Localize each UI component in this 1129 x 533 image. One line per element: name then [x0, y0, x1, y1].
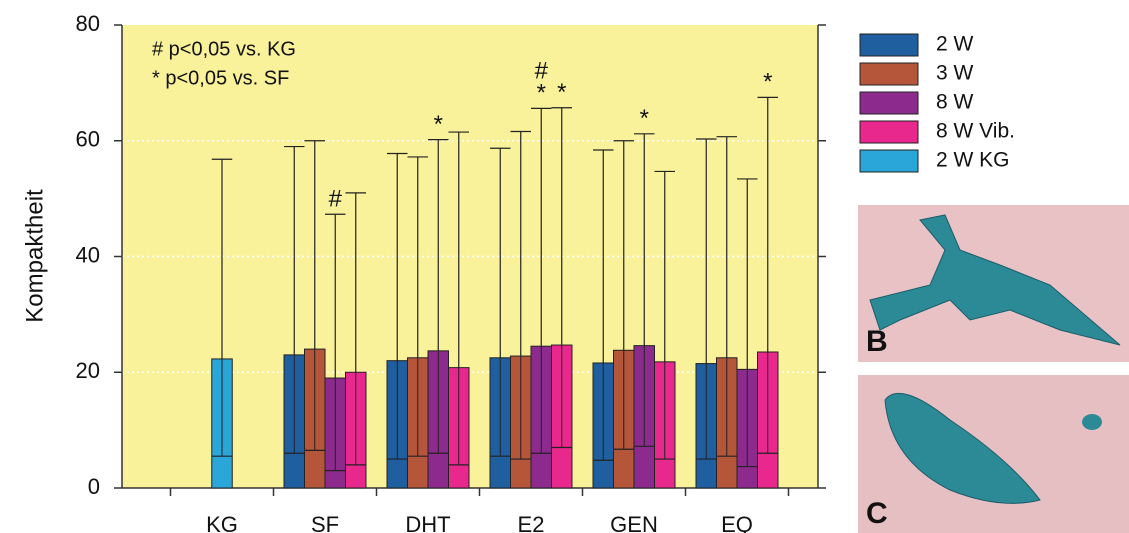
significance-marker: *: [434, 111, 443, 138]
annotation: * p<0,05 vs. SF: [152, 67, 289, 89]
significance-marker: *: [557, 79, 566, 106]
legend-swatch: [859, 149, 919, 173]
legend-swatch: [859, 120, 919, 144]
significance-marker: *: [763, 69, 772, 96]
annotation: # p<0,05 vs. KG: [152, 38, 296, 60]
legend-swatch: [859, 33, 919, 57]
y-tick-label: 60: [76, 127, 100, 152]
x-tick-label: EQ: [721, 512, 753, 533]
panel-label: C: [866, 497, 888, 530]
y-tick-label: 20: [76, 358, 100, 383]
y-tick-label: 80: [76, 11, 100, 36]
y-tick-label: 40: [76, 242, 100, 267]
x-tick-label: SF: [311, 512, 339, 533]
micrograph-c: C: [858, 375, 1129, 533]
significance-marker: #: [329, 186, 343, 213]
significance-marker: #: [535, 58, 549, 85]
panel-label: B: [866, 325, 888, 358]
legend-swatch: [859, 62, 919, 86]
legend-label: 2 W: [936, 33, 974, 56]
x-tick-label: GEN: [610, 512, 658, 533]
y-tick-label: 0: [88, 474, 100, 499]
legend-label: 2 W KG: [936, 149, 1010, 172]
significance-marker: *: [640, 105, 649, 132]
micrograph-b: B: [858, 205, 1129, 362]
x-tick-label: KG: [206, 512, 238, 533]
legend-label: 3 W: [936, 62, 974, 85]
legend-swatch: [859, 91, 919, 115]
x-tick-label: E2: [518, 512, 545, 533]
legend-label: 8 W Vib.: [936, 120, 1015, 143]
y-axis-label: Kompaktheit: [21, 189, 48, 323]
significance-marker: *: [537, 80, 546, 107]
legend-label: 8 W: [936, 91, 974, 114]
x-tick-label: DHT: [405, 512, 450, 533]
